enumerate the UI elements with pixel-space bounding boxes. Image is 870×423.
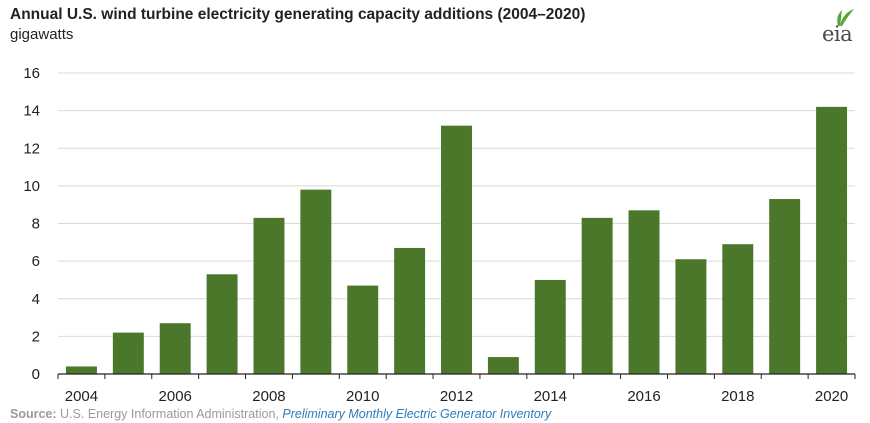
y-tick-label-0: 0 <box>32 366 40 383</box>
eia-logo-leaf-icon <box>837 9 854 26</box>
source-link[interactable]: Preliminary Monthly Electric Generator I… <box>282 407 552 421</box>
y-tick-label-14: 14 <box>23 103 40 120</box>
source-note: Source: U.S. Energy Information Administ… <box>10 407 551 421</box>
y-tick-label-8: 8 <box>32 216 40 233</box>
eia-logo: eia <box>818 6 860 46</box>
y-tick-label-10: 10 <box>23 178 40 195</box>
x-tick-label-2016: 2016 <box>627 388 660 405</box>
bar-2006 <box>159 323 191 374</box>
chart-title: Annual U.S. wind turbine electricity gen… <box>10 6 586 23</box>
x-tick-label-2008: 2008 <box>252 388 285 405</box>
bar-2010 <box>347 285 379 374</box>
bar-2011 <box>394 247 426 374</box>
x-tick-label-2006: 2006 <box>159 388 192 405</box>
source-agency: U.S. Energy Information Administration, <box>60 407 279 421</box>
y-axis-unit-label: gigawatts <box>10 26 74 43</box>
x-tick-label-2004: 2004 <box>65 388 98 405</box>
bar-2017 <box>675 259 707 374</box>
y-tick-label-4: 4 <box>32 291 40 308</box>
y-tick-label-12: 12 <box>23 140 40 157</box>
bar-2018 <box>722 244 754 374</box>
bar-2008 <box>253 217 285 374</box>
x-tick-label-2012: 2012 <box>440 388 473 405</box>
bar-2007 <box>206 274 238 374</box>
bar-2020 <box>816 106 848 375</box>
source-label: Source: <box>10 407 57 421</box>
axes: 0 2 4 6 8 10 12 14 16 2004 2006 2008 2010 2012 2014 201… <box>23 65 856 405</box>
bar-2012 <box>441 125 472 374</box>
x-tick-label-2018: 2018 <box>721 388 754 405</box>
y-tick-label-16: 16 <box>23 65 40 82</box>
bar-2009 <box>300 189 332 374</box>
bars <box>65 106 848 375</box>
bar-2013 <box>487 357 519 374</box>
bar-2005 <box>112 332 144 374</box>
x-tick-label-2010: 2010 <box>346 388 379 405</box>
x-tick-label-2020: 2020 <box>815 388 848 405</box>
bar-2004 <box>65 366 97 374</box>
bar-2014 <box>534 279 566 374</box>
bar-2019 <box>769 199 801 374</box>
bar-2015 <box>581 217 613 374</box>
y-tick-label-2: 2 <box>32 328 40 345</box>
bar-2016 <box>628 210 660 374</box>
x-tick-label-2014: 2014 <box>534 388 567 405</box>
eia-logo-text: eia <box>822 22 853 46</box>
y-tick-label-6: 6 <box>32 253 40 270</box>
